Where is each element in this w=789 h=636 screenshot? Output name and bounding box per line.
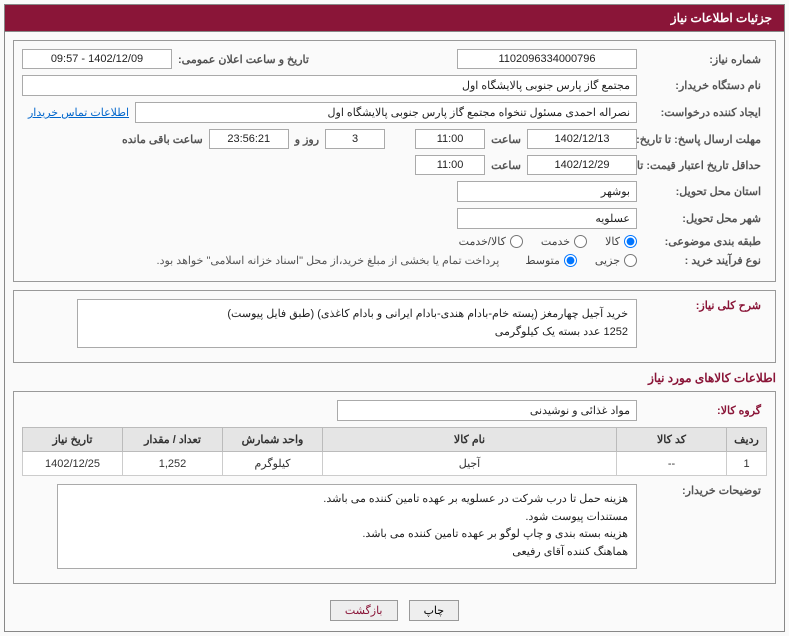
need-no-label: شماره نیاز: (637, 53, 767, 66)
buyer-org-value: مجتمع گاز پارس جنوبی پالایشگاه اول (22, 75, 637, 96)
table-header: نام کالا (323, 428, 617, 452)
requester-value: نصراله احمدی مسئول تنخواه مجتمع گاز پارس… (135, 102, 637, 123)
pt-medium-radio[interactable] (564, 254, 577, 267)
price-date: 1402/12/29 (527, 155, 637, 175)
desc-label: شرح کلی نیاز: (637, 299, 767, 312)
table-header: ردیف (727, 428, 767, 452)
cat-goods-radio[interactable] (624, 235, 637, 248)
pt-medium-option[interactable]: متوسط (525, 254, 577, 267)
resp-time: 11:00 (415, 129, 485, 149)
desc-section: شرح کلی نیاز: خرید آجیل چهارمغز (پسته خا… (13, 290, 776, 363)
purchase-type-label: نوع فرآیند خرید : (637, 254, 767, 267)
table-cell: 1,252 (123, 452, 223, 476)
table-header: تاریخ نیاز (23, 428, 123, 452)
city-label: شهر محل تحویل: (637, 212, 767, 225)
table-cell: آجیل (323, 452, 617, 476)
buyer-notes-l1: هزینه حمل تا درب شرکت در عسلویه بر عهده … (66, 491, 628, 509)
cat-service-text: خدمت (541, 235, 570, 248)
city-value: عسلویه (457, 208, 637, 229)
buyer-notes-l2: مستندات پیوست شود. (66, 509, 628, 527)
pt-partial-radio[interactable] (624, 254, 637, 267)
table-header: تعداد / مقدار (123, 428, 223, 452)
back-button[interactable]: بازگشت (330, 600, 398, 621)
need-no-value: 1102096334000796 (457, 49, 637, 69)
buyer-notes-l3: هزینه بسته بندی و چاپ لوگو بر عهده تامین… (66, 526, 628, 544)
buyer-notes-box: هزینه حمل تا درب شرکت در عسلویه بر عهده … (57, 484, 637, 568)
items-table: ردیفکد کالانام کالاواحد شمارشتعداد / مقد… (22, 427, 767, 476)
cat-service-radio[interactable] (574, 235, 587, 248)
items-section-title: اطلاعات کالاهای مورد نیاز (13, 371, 776, 385)
buyer-contact-link[interactable]: اطلاعات تماس خریدار (22, 106, 135, 119)
button-row: چاپ بازگشت (13, 592, 776, 623)
table-cell: 1 (727, 452, 767, 476)
price-time: 11:00 (415, 155, 485, 175)
pt-medium-text: متوسط (525, 254, 560, 267)
page-title: جزئیات اطلاعات نیاز (4, 4, 785, 31)
table-cell: کیلوگرم (223, 452, 323, 476)
time-label-1: ساعت (485, 133, 527, 146)
buyer-notes-l4: هماهنگ کننده آقای رفیعی (66, 544, 628, 562)
main-container: شماره نیاز: 1102096334000796 تاریخ و ساع… (4, 31, 785, 632)
buyer-notes-label: توضیحات خریدار: (637, 484, 767, 497)
days-remaining: 3 (325, 129, 385, 149)
table-header: کد کالا (617, 428, 727, 452)
desc-line1: خرید آجیل چهارمغز (پسته خام-بادام هندی-ب… (86, 306, 628, 324)
table-header: واحد شمارش (223, 428, 323, 452)
buyer-org-label: نام دستگاه خریدار: (637, 79, 767, 92)
cat-service-option[interactable]: خدمت (541, 235, 587, 248)
goods-group-label: گروه کالا: (637, 404, 767, 417)
table-cell: -- (617, 452, 727, 476)
category-label: طبقه بندی موضوعی: (637, 235, 767, 248)
table-row: 1--آجیلکیلوگرم1,2521402/12/25 (23, 452, 767, 476)
cat-goods-service-option[interactable]: کالا/خدمت (459, 235, 523, 248)
cat-goods-service-text: کالا/خدمت (459, 235, 506, 248)
province-value: بوشهر (457, 181, 637, 202)
resp-date: 1402/12/13 (527, 129, 637, 149)
countdown: 23:56:21 (209, 129, 289, 149)
requester-label: ایجاد کننده درخواست: (637, 106, 767, 119)
pt-partial-option[interactable]: جزیی (595, 254, 637, 267)
payment-note: پرداخت تمام یا بخشی از مبلغ خرید،از محل … (157, 254, 508, 267)
items-section: گروه کالا: مواد غذائی و نوشیدنی ردیفکد ک… (13, 391, 776, 583)
info-section: شماره نیاز: 1102096334000796 تاریخ و ساع… (13, 40, 776, 282)
print-button[interactable]: چاپ (409, 600, 460, 621)
province-label: استان محل تحویل: (637, 185, 767, 198)
pt-partial-text: جزیی (595, 254, 620, 267)
desc-box: خرید آجیل چهارمغز (پسته خام-بادام هندی-ب… (77, 299, 637, 348)
desc-line2: 1252 عدد بسته یک کیلوگرمی (86, 324, 628, 342)
price-valid-label: حداقل تاریخ اعتبار قیمت: تا تاریخ: (637, 159, 767, 172)
days-word: روز و (289, 133, 325, 146)
cat-goods-text: کالا (605, 235, 620, 248)
cat-goods-service-radio[interactable] (510, 235, 523, 248)
remain-label: ساعت باقی مانده (116, 133, 209, 146)
announce-label: تاریخ و ساعت اعلان عمومی: (172, 53, 315, 66)
table-cell: 1402/12/25 (23, 452, 123, 476)
resp-deadline-label: مهلت ارسال پاسخ: تا تاریخ: (637, 133, 767, 146)
announce-value: 1402/12/09 - 09:57 (22, 49, 172, 69)
goods-group-value: مواد غذائی و نوشیدنی (337, 400, 637, 421)
time-label-2: ساعت (485, 159, 527, 172)
cat-goods-option[interactable]: کالا (605, 235, 637, 248)
